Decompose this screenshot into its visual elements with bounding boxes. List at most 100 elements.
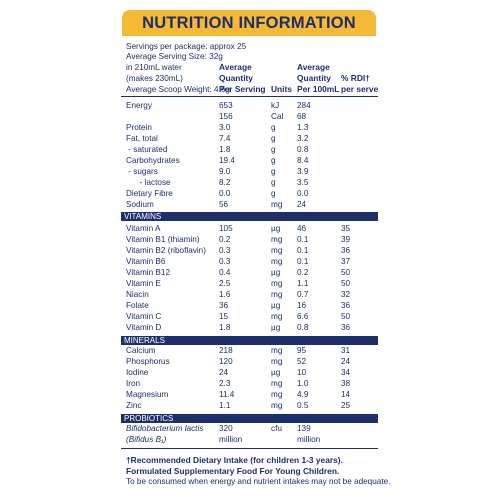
nutrients-serving-cell: 56: [219, 200, 229, 209]
minerals-name-cell: Iodine: [126, 368, 149, 377]
minerals-unit-cell: mg: [271, 390, 283, 399]
vitamins-row: Vitamin B12 0.4 µg 0.2 50: [121, 267, 378, 278]
nutrients-unit-cell: g: [271, 145, 276, 154]
minerals-row: Iron 2.3 mg 1.0 38: [121, 378, 378, 389]
panel-title: NUTRITION INFORMATION: [122, 10, 376, 36]
probiotic-name-1: Bifidobacterium lactis: [126, 424, 204, 433]
vitamins-serving-cell: 0.3: [219, 246, 231, 255]
formulated-note: Formulated Supplementary Food For Young …: [126, 466, 340, 476]
minerals-rdi-cell: 14: [341, 390, 351, 399]
vitamins-row: Vitamin B2 (riboflavin) 0.3 mg 0.1 36: [121, 245, 378, 256]
vitamins-unit-cell: µg: [271, 301, 281, 310]
vitamins-name-cell: Vitamin B6: [126, 257, 166, 266]
vitamins-unit-cell: mg: [271, 246, 283, 255]
header-serving-2: Quantity: [219, 73, 253, 83]
nutrients-unit-cell: g: [271, 134, 276, 143]
header-rdi-2: per serve: [341, 84, 379, 94]
minerals-row: Magnesium 11.4 mg 4.9 14: [121, 389, 378, 400]
minerals-name-cell: Iron: [126, 379, 141, 388]
probiotic-name-2: (Bifidus B₁): [126, 435, 167, 444]
minerals-serving-cell: 120: [219, 357, 233, 366]
minerals-per100-cell: 0.5: [297, 401, 309, 410]
vitamins-unit-cell: mg: [271, 257, 283, 266]
minerals-rdi-cell: 31: [341, 346, 351, 355]
servings-per-package: Servings per package: approx 25: [126, 42, 247, 51]
vitamins-name-cell: Vitamin D: [126, 323, 162, 332]
probiotic-row: Bifidobacterium lactis 320 cfu 139: [121, 423, 378, 434]
nutrients-row: 156 Cal 68: [121, 111, 378, 122]
vitamins-unit-cell: mg: [271, 312, 283, 321]
minerals-row: Iodine 24 µg 10 34: [121, 367, 378, 378]
nutrients-name-cell: - saturated: [126, 145, 168, 154]
nutrients-serving-cell: 8.2: [219, 178, 231, 187]
nutrients-unit-cell: mg: [271, 200, 283, 209]
probiotics-band: PROBIOTICS: [121, 414, 378, 423]
vitamins-rdi-cell: 50: [341, 312, 351, 321]
minerals-per100-cell: 95: [297, 346, 307, 355]
minerals-rdi-cell: 38: [341, 379, 351, 388]
vitamins-band: VITAMINS: [121, 212, 378, 221]
vitamins-row: Folate 36 µg 16 36: [121, 300, 378, 311]
minerals-name-cell: Phosphorus: [126, 357, 170, 366]
nutrients-row: - saturated 1.8 g 0.8: [121, 144, 378, 155]
vitamins-row: Vitamin B6 0.3 mg 0.1 37: [121, 256, 378, 267]
vitamins-name-cell: Vitamin E: [126, 279, 161, 288]
vitamins-row: Vitamin E 2.5 mg 1.1 50: [121, 278, 378, 289]
minerals-unit-cell: mg: [271, 346, 283, 355]
nutrients-per100-cell: 1.3: [297, 123, 309, 132]
probiotic-serving-1: 320: [219, 424, 233, 433]
nutrients-serving-cell: 3.0: [219, 123, 231, 132]
minerals-unit-cell: mg: [271, 357, 283, 366]
vitamins-name-cell: Niacin: [126, 290, 149, 299]
nutrients-per100-cell: 8.4: [297, 156, 309, 165]
vitamins-unit-cell: µg: [271, 323, 281, 332]
vitamins-unit-cell: µg: [271, 268, 281, 277]
vitamins-per100-cell: 0.8: [297, 323, 309, 332]
vitamins-rdi-cell: 32: [341, 290, 351, 299]
nutrients-per100-cell: 0.8: [297, 145, 309, 154]
nutrients-unit-cell: Cal: [271, 112, 284, 121]
header-100ml-1: Average: [297, 62, 330, 72]
vitamins-serving-cell: 15: [219, 312, 229, 321]
scoop-weight: Average Scoop Weight: 4.6g: [126, 85, 230, 94]
probiotic-100ml-2: million: [297, 435, 321, 444]
nutrients-unit-cell: g: [271, 167, 276, 176]
vitamins-per100-cell: 0.1: [297, 235, 309, 244]
header-serving-3: Per Serving: [219, 84, 266, 94]
minerals-rdi-cell: 34: [341, 368, 351, 377]
vitamins-rdi-cell: 36: [341, 323, 351, 332]
header-divider: [121, 96, 378, 97]
vitamins-per100-cell: 6.6: [297, 312, 309, 321]
nutrients-unit-cell: g: [271, 178, 276, 187]
nutrients-row: Energy 653 kJ 284: [121, 100, 378, 111]
nutrients-per100-cell: 68: [297, 112, 307, 121]
minerals-serving-cell: 1.1: [219, 401, 231, 410]
probiotic-serving-2: million: [219, 435, 243, 444]
vitamins-serving-cell: 2.5: [219, 279, 231, 288]
vitamins-row: Vitamin C 15 mg 6.6 50: [121, 311, 378, 322]
vitamins-name-cell: Folate: [126, 301, 149, 310]
header-100ml-3: Per 100mL: [297, 84, 340, 94]
minerals-name-cell: Magnesium: [126, 390, 169, 399]
serving-size: Average Serving Size: 32g: [126, 52, 223, 61]
header-serving-1: Average: [219, 62, 252, 72]
minerals-band: MINERALS: [121, 336, 378, 345]
vitamins-per100-cell: 1.1: [297, 279, 309, 288]
vitamins-serving-cell: 36: [219, 301, 229, 310]
vitamins-per100-cell: 16: [297, 301, 307, 310]
minerals-serving-cell: 24: [219, 368, 229, 377]
minerals-per100-cell: 10: [297, 368, 307, 377]
nutrients-serving-cell: 0.0: [219, 189, 231, 198]
vitamins-rdi-cell: 35: [341, 224, 351, 233]
nutrients-unit-cell: g: [271, 189, 276, 198]
minerals-serving-cell: 2.3: [219, 379, 231, 388]
vitamins-rdi-cell: 36: [341, 301, 351, 310]
nutrients-serving-cell: 653: [219, 101, 233, 110]
nutrients-row: - sugars 9.0 g 3.9: [121, 166, 378, 177]
vitamins-unit-cell: mg: [271, 235, 283, 244]
vitamins-per100-cell: 0.1: [297, 257, 309, 266]
nutrients-per100-cell: 24: [297, 200, 307, 209]
probiotic-unit: cfu: [271, 424, 282, 433]
vitamins-serving-cell: 0.2: [219, 235, 231, 244]
vitamins-name-cell: Vitamin C: [126, 312, 162, 321]
